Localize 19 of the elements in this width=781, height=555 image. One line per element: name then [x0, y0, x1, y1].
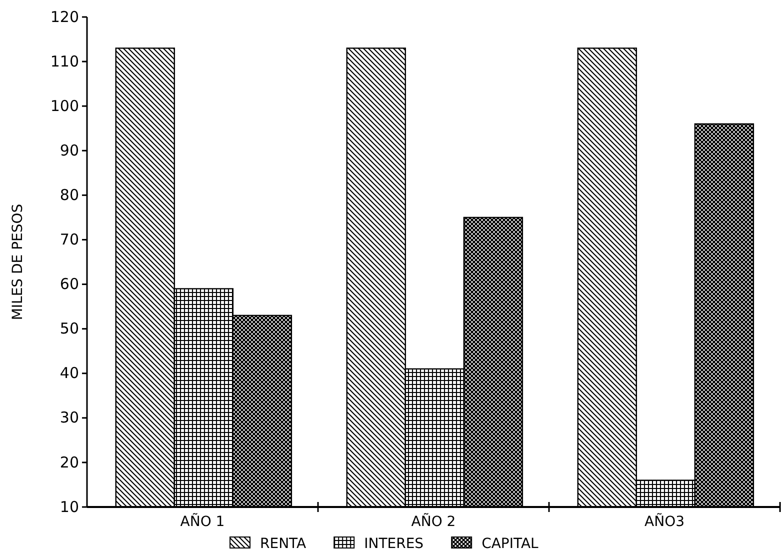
- legend-label: CAPITAL: [482, 536, 539, 552]
- legend-label: INTERES: [364, 536, 424, 552]
- y-tick-label: 90: [60, 141, 79, 160]
- y-tick-label: 10: [60, 498, 79, 516]
- legend-label: RENTA: [260, 536, 307, 552]
- y-tick-label: 120: [50, 8, 79, 26]
- y-tick-label: 60: [60, 275, 79, 294]
- y-tick-label: 70: [60, 230, 79, 249]
- x-tick-label: AÑO 1: [180, 512, 225, 530]
- y-axis-title: MILES DE PESOS: [10, 204, 26, 320]
- x-tick-label: AÑO3: [644, 512, 684, 530]
- y-tick-label: 110: [50, 52, 79, 70]
- y-tick-label: 40: [60, 364, 79, 382]
- x-tick-label: AÑO 2: [411, 512, 456, 530]
- y-tick-label: 30: [60, 408, 79, 427]
- y-tick-label: 50: [60, 320, 79, 338]
- y-tick-label: 80: [60, 186, 79, 204]
- y-tick-label: 100: [50, 96, 79, 115]
- y-tick-label: 20: [60, 453, 79, 472]
